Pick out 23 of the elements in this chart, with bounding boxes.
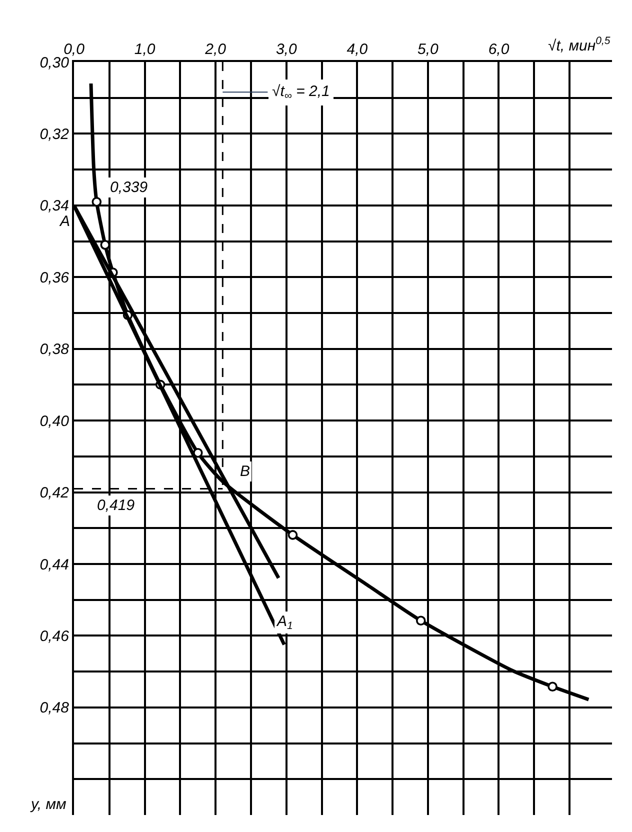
ref-line-label: √t$_{∞}$ = 2,1 [272,83,330,102]
y-tick-label: 0,32 [40,126,70,143]
x-tick-label: 2,0 [204,41,227,58]
y-tick-label: 0,46 [40,628,70,645]
x-tick-label: 4,0 [346,41,368,58]
x-tick-label: 5,0 [418,41,440,58]
annotation: A [59,213,70,230]
x-tick-label: 6,0 [488,41,510,58]
ref-line-label: 0,419 [97,497,136,514]
y-axis-title: y, мм [30,796,66,813]
x-axis-title: √t, мин$^{0,5}$ [548,35,610,54]
x-tick-label: 1,0 [134,41,156,58]
annotation: B [240,463,250,480]
annotation: A$_{1}$ [276,613,293,632]
y-tick-label: 0,34 [40,198,69,215]
y-tick-label: 0,36 [40,269,70,286]
y-tick-label: 0,44 [40,556,69,574]
y-tick-label: 0,42 [40,484,70,502]
y-tick-label: 0,48 [40,700,70,717]
annotation: 0,339 [110,179,148,196]
x-tick-label: 3,0 [276,41,298,58]
y-tick-label: 0,38 [40,341,70,358]
y-tick-label: 0,40 [40,412,70,430]
